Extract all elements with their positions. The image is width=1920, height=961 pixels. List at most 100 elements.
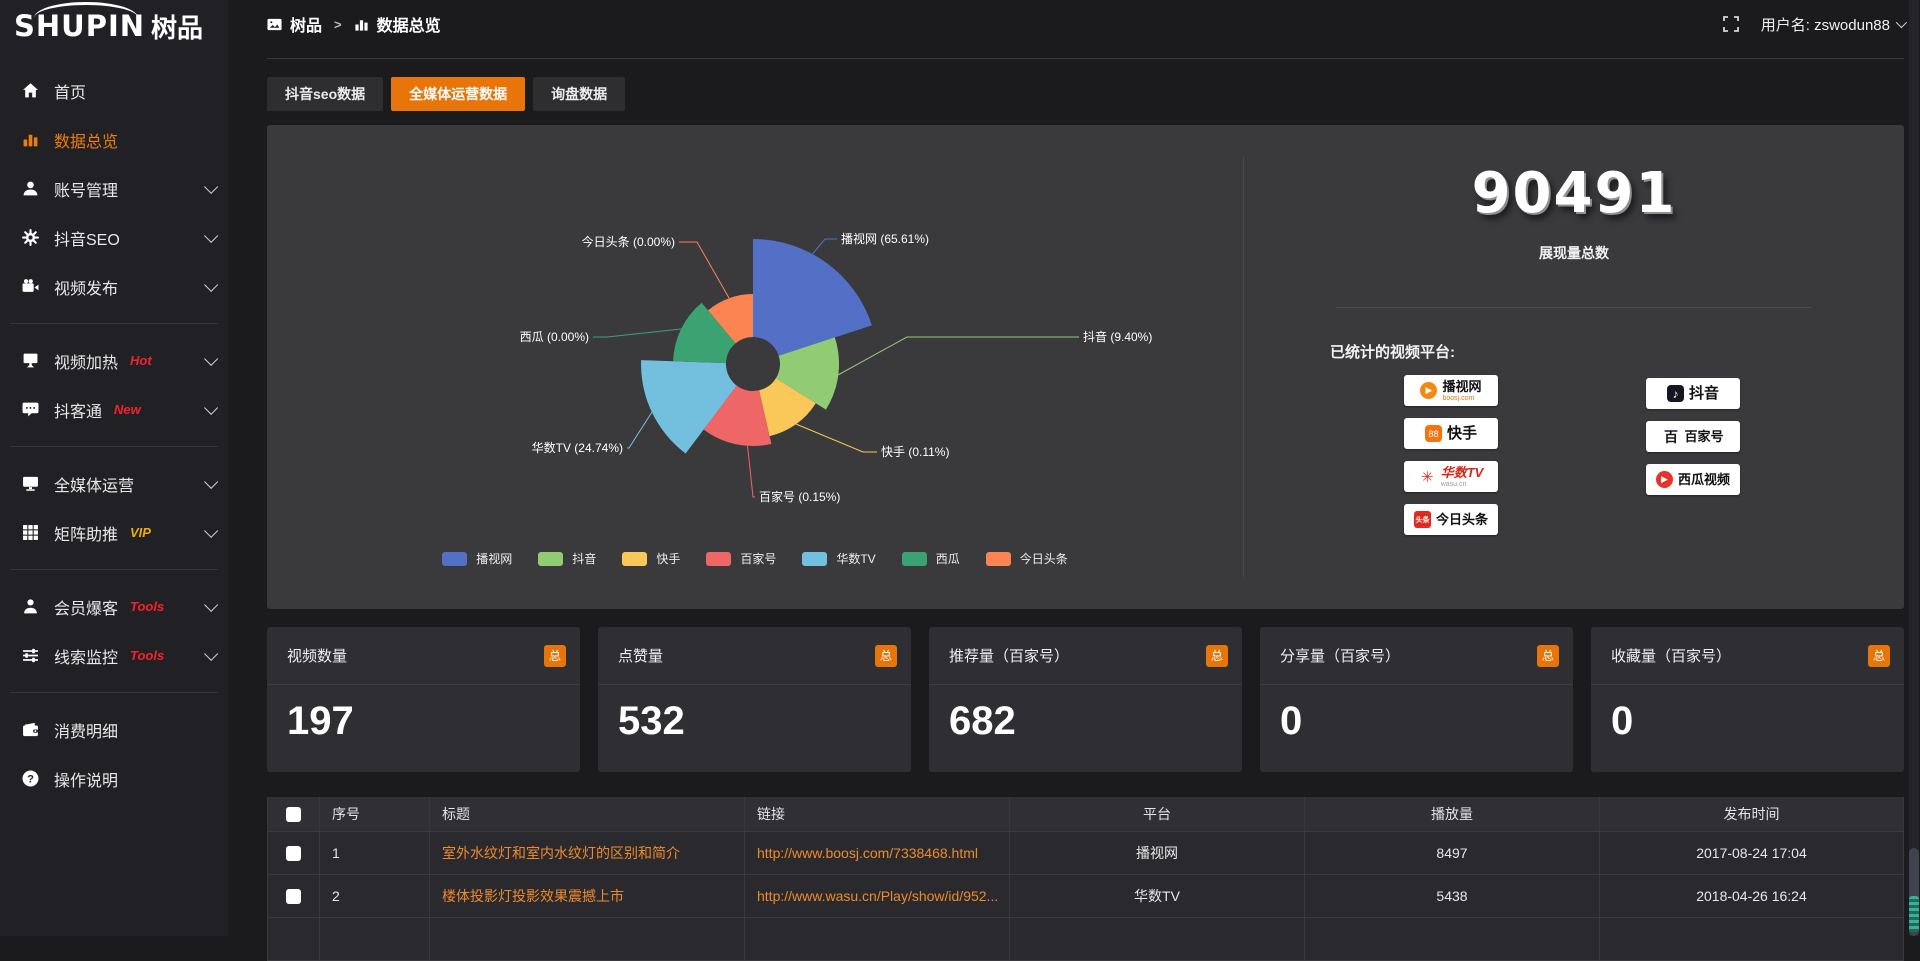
breadcrumb-root[interactable]: 树品	[290, 18, 323, 35]
sidebar-item-lead-monitoring[interactable]: 线索监控 Tools	[0, 631, 228, 680]
sidebar-item-data-overview[interactable]: 数据总览	[0, 115, 228, 164]
pie-slice-baijiahao[interactable]	[703, 385, 772, 447]
label-line-douyin	[837, 336, 1079, 376]
sidebar-divider	[10, 692, 218, 693]
sidebar-item-instructions[interactable]: ? 操作说明	[0, 754, 228, 803]
pie-slice-xigua[interactable]	[673, 302, 736, 364]
total-badge[interactable]: 总	[1206, 644, 1228, 667]
tab-omnimedia-operation-data[interactable]: 全媒体运营数据	[391, 77, 526, 111]
legend-item-baijiahao[interactable]: 百家号	[706, 550, 776, 567]
legend-label: 百家号	[740, 552, 777, 566]
col-header-link: 链接	[745, 797, 1010, 831]
sidebar-item-matrix-boost[interactable]: 矩阵助推 VIP	[0, 508, 228, 557]
username-menu[interactable]: 用户名: zswodun88	[1761, 14, 1908, 35]
sidebar-item-douyin-seo[interactable]: 抖音SEO	[0, 213, 228, 262]
legend-swatch	[442, 551, 468, 566]
pie-label-huashutv: 华数TV (24.74%)	[532, 440, 623, 455]
chevron-down-icon	[204, 474, 219, 489]
page-scrollbar-track[interactable]	[1909, 0, 1919, 936]
platform-badge-huashutv: ✳ 华数TV wasu.cn	[1404, 461, 1498, 492]
sidebar-item-douketong[interactable]: 抖客通 New	[0, 385, 228, 434]
wasu-star-icon: ✳	[1418, 468, 1436, 486]
tab-douyin-seo-data[interactable]: 抖音seo数据	[267, 77, 384, 111]
tab-inquiry-data[interactable]: 询盘数据	[533, 77, 626, 111]
legend-item-huashutv[interactable]: 华数TV	[802, 550, 876, 567]
platform-badge-xigua: ▶ 西瓜视频	[1646, 464, 1740, 495]
overview-panel: 播视网 (65.61%) 抖音 (9.40%) 快手 (0.11%) 百家号 (…	[267, 125, 1904, 609]
sidebar-item-account-management[interactable]: 账号管理	[0, 164, 228, 213]
legend-label: 西瓜	[935, 552, 960, 566]
legend-item-kuaishou[interactable]: 快手	[622, 550, 680, 567]
card-recommend-count: 推荐量（百家号） 总 682	[929, 627, 1242, 772]
impressions-total-value: 90491	[1471, 161, 1677, 226]
legend-swatch	[706, 551, 732, 566]
sidebar-item-label: 全媒体运营	[54, 477, 135, 495]
app-logo[interactable]: SHUPIN 树品	[0, 0, 228, 52]
chart-legend: 播视网 抖音 快手 百家号 华数TV 西瓜 今日头条	[267, 550, 1243, 567]
label-line-baijiahao	[746, 440, 755, 498]
breadcrumb-separator: >	[334, 16, 342, 32]
pie-slice-huashutv[interactable]	[641, 360, 737, 454]
boosj-play-icon: ▶	[1420, 382, 1438, 399]
breadcrumb: 树品 > 数据总览	[267, 12, 441, 36]
sidebar-item-consumption-details[interactable]: 消费明细	[0, 705, 228, 754]
pie-slice-boshiwang[interactable]	[753, 239, 872, 356]
legend-item-xigua[interactable]: 西瓜	[901, 550, 960, 567]
summary-divider	[1336, 307, 1812, 308]
platform-badges-column-1: ▶ 播视网 boosj.com 88 快手 ✳ 华数TV wasu.cn 头条 今日…	[1404, 375, 1498, 535]
tab-label: 抖音seo数据	[285, 86, 366, 102]
total-badge[interactable]: 总	[875, 644, 897, 667]
row-url-link[interactable]: http://www.wasu.cn/Play/show/id/952...	[745, 875, 1010, 917]
row-title-link[interactable]: 楼体投影灯投影效果震撼上市	[430, 875, 745, 917]
card-value: 532	[618, 699, 685, 743]
chevron-down-icon	[1895, 16, 1908, 29]
pie-slice-kuaishou[interactable]	[759, 378, 816, 437]
pie-slice-douyin[interactable]	[775, 337, 840, 410]
sidebar-item-video-heating[interactable]: 视频加热 Hot	[0, 336, 228, 385]
platform-name: 华数TV	[1440, 464, 1484, 480]
row-url-link[interactable]: http://www.boosj.com/7338468.html	[745, 832, 1010, 874]
row-title-link[interactable]: 室外水纹灯和室内水纹灯的区别和简介	[430, 832, 745, 874]
platform-share-chart: 播视网 (65.61%) 抖音 (9.40%) 快手 (0.11%) 百家号 (…	[267, 125, 1243, 609]
pie-label-kuaishou: 快手 (0.11%)	[881, 445, 949, 459]
sidebar-item-label: 首页	[54, 84, 87, 102]
select-all-checkbox[interactable]	[286, 806, 301, 822]
sidebar-item-home[interactable]: 首页	[0, 66, 228, 115]
label-line-huashutv	[627, 411, 653, 449]
vip-badge: VIP	[130, 525, 151, 540]
main-area: 树品 > 数据总览 用户名: zswodun88 抖音seo数据 全媒体运营数据…	[228, 0, 1920, 961]
gear-icon	[22, 229, 39, 246]
row-checkbox[interactable]	[286, 888, 301, 904]
label-line-toutiao	[679, 241, 730, 299]
total-badge[interactable]: 总	[544, 644, 566, 667]
user-icon	[22, 180, 39, 197]
fullscreen-icon[interactable]	[1722, 16, 1739, 32]
card-favorite-count: 收藏量（百家号） 总 0	[1591, 627, 1904, 772]
table-row: 2 楼体投影灯投影效果震撼上市 http://www.wasu.cn/Play/…	[267, 875, 1904, 918]
sidebar-item-video-publish[interactable]: 视频发布	[0, 262, 228, 311]
sidebar-item-member-baoke[interactable]: 会员爆客 Tools	[0, 582, 228, 631]
legend-item-douyin[interactable]: 抖音	[538, 550, 596, 567]
legend-item-toutiao[interactable]: 今日头条	[985, 550, 1068, 567]
col-header-published: 发布时间	[1600, 797, 1904, 831]
row-checkbox[interactable]	[286, 845, 301, 861]
svg-text:?: ?	[27, 773, 34, 785]
platform-sub: boosj.com	[1442, 394, 1475, 402]
label-line-boshiwang	[809, 238, 837, 258]
col-header-index: 序号	[320, 797, 430, 831]
pie-slice-toutiao[interactable]	[708, 294, 753, 344]
card-video-count: 视频数量 总 197	[267, 627, 580, 772]
card-value: 197	[287, 699, 354, 743]
tools-badge: Tools	[130, 599, 165, 614]
page-scrollbar-thumb[interactable]	[1909, 848, 1919, 936]
sidebar-item-label: 操作说明	[54, 772, 119, 790]
new-badge: New	[114, 402, 141, 417]
data-tabs: 抖音seo数据 全媒体运营数据 询盘数据	[267, 77, 1904, 111]
legend-item-boshiwang[interactable]: 播视网	[442, 550, 512, 567]
row-platform: 华数TV	[1010, 875, 1305, 917]
sidebar-item-omnimedia-operation[interactable]: 全媒体运营	[0, 459, 228, 508]
total-badge[interactable]: 总	[1537, 644, 1559, 667]
breadcrumb-current[interactable]: 数据总览	[376, 18, 441, 35]
total-badge[interactable]: 总	[1868, 644, 1890, 667]
window-icon	[267, 17, 282, 32]
